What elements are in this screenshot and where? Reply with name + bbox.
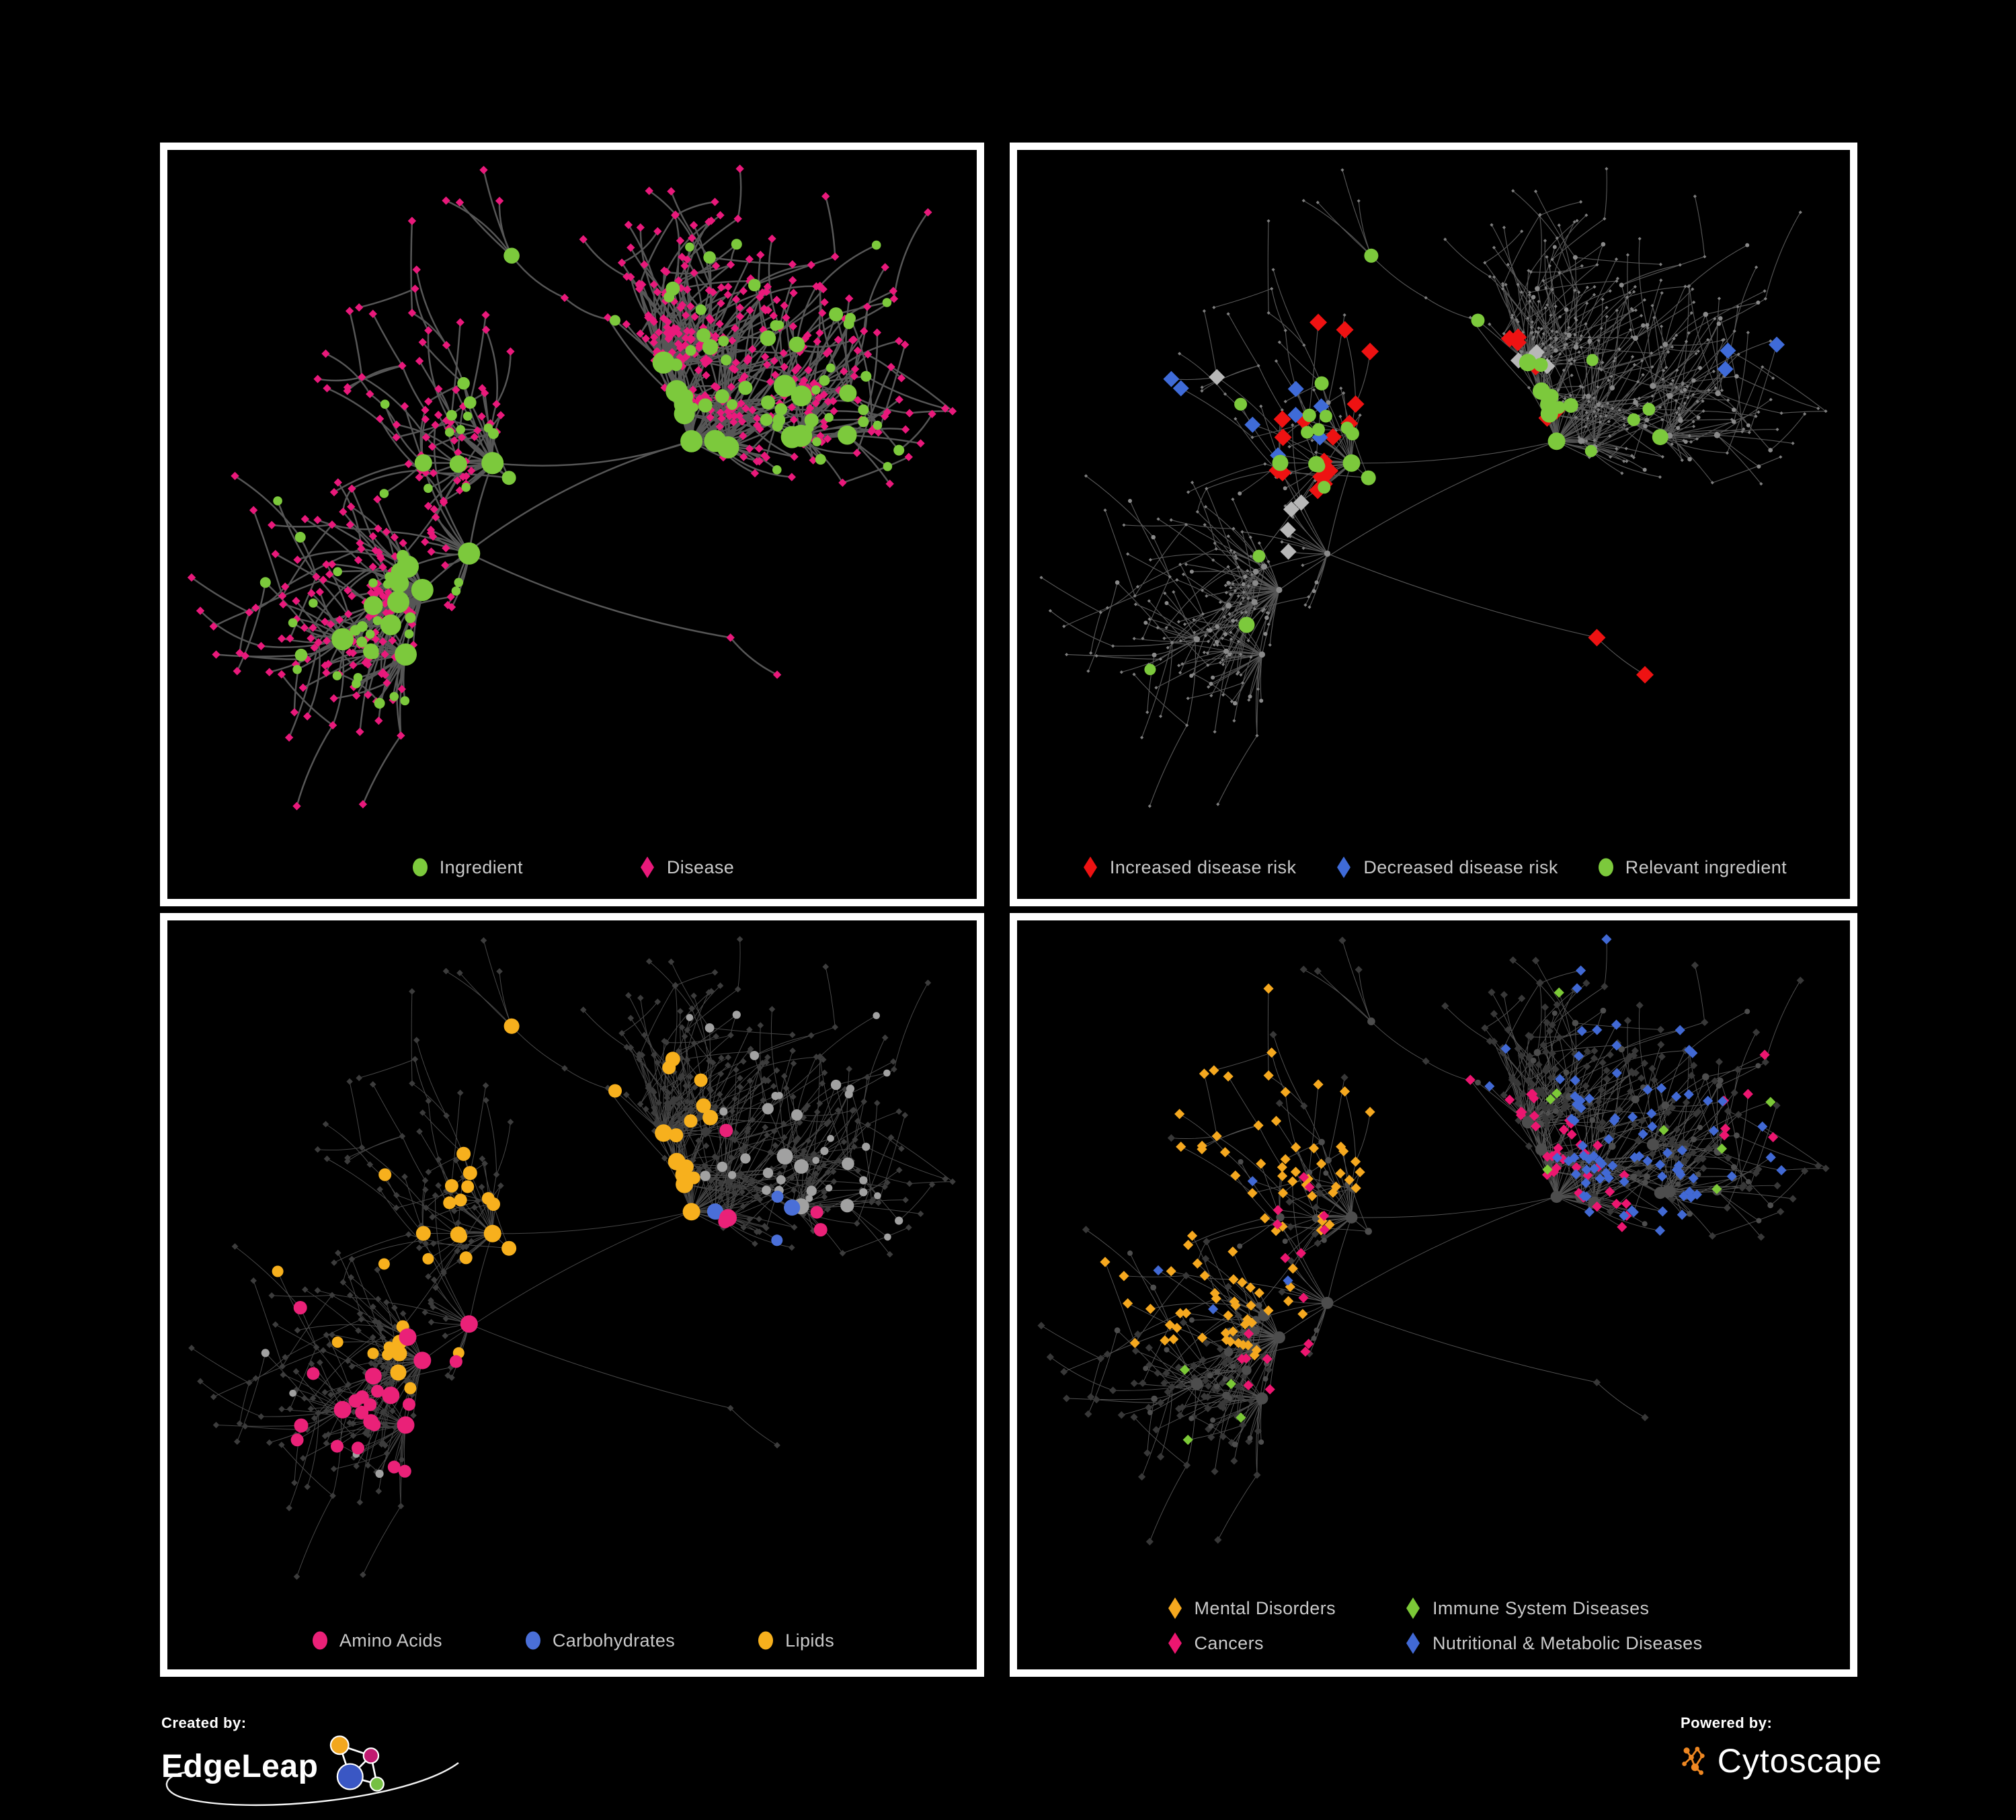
network-disease-category	[1037, 934, 1830, 1546]
legend-label: Disease	[666, 857, 735, 877]
legend-label: Relevant ingredient	[1625, 857, 1787, 877]
legend-label: Ingredient	[439, 857, 523, 877]
powered-by-label: Powered by:	[1681, 1714, 1773, 1731]
legend-item: Carbohydrates	[523, 1629, 675, 1652]
network-nutrient-class	[188, 936, 956, 1580]
legend-marker-diamond-icon	[1168, 1632, 1182, 1654]
panel-nutrient-class: Amino Acids Carbohydrates Lipids	[160, 913, 984, 1677]
legend-marker-diamond-icon	[640, 857, 654, 878]
legend-item: Increased disease risk	[1080, 856, 1296, 879]
legend-marker-circle-icon	[412, 858, 428, 877]
network-disease-risk	[1039, 167, 1828, 808]
legend-label: Immune System Diseases	[1433, 1597, 1650, 1618]
legend-marker-circle-icon	[1598, 858, 1613, 877]
legend-item: Mental Disorders	[1165, 1597, 1336, 1620]
cytoscape-credit: Powered by:	[1681, 1714, 1882, 1815]
legend-label: Nutritional & Metabolic Diseases	[1433, 1632, 1703, 1653]
legend-item: Amino Acids	[310, 1629, 442, 1652]
legend-marker-diamond-icon	[1168, 1597, 1182, 1619]
legend-marker-diamond-icon	[1337, 857, 1351, 878]
panel-disease-risk: Increased disease risk Decreased disease …	[1010, 143, 1857, 906]
legend-label: Cancers	[1194, 1632, 1264, 1653]
legend-label: Mental Disorders	[1194, 1597, 1336, 1618]
edgeleap-credit: Created by: EdgeLeap	[161, 1714, 538, 1815]
edgeleap-wordmark: EdgeLeap	[161, 1749, 319, 1784]
legend-item: Cancers	[1165, 1632, 1264, 1655]
legend-marker-circle-icon	[758, 1631, 774, 1650]
legend-item: Decreased disease risk	[1334, 856, 1558, 879]
panel-ingredient-disease: Ingredient Disease	[160, 143, 984, 906]
legend-item: Relevant ingredient	[1596, 856, 1787, 879]
legend-nutrient-class: Amino Acids Carbohydrates Lipids	[167, 1629, 977, 1652]
legend-marker-circle-icon	[312, 1631, 327, 1650]
panel-disease-category: Mental Disorders Immune System Diseases Ca…	[1010, 913, 1857, 1677]
created-by-label: Created by:	[161, 1714, 247, 1731]
network-ingredient-disease	[187, 164, 957, 811]
legend-marker-diamond-icon	[1406, 1597, 1420, 1619]
legend-item: Ingredient	[410, 856, 523, 879]
legend-disease-risk: Increased disease risk Decreased disease …	[1017, 856, 1850, 879]
legend-marker-circle-icon	[525, 1631, 540, 1650]
legend-ingredient-disease: Ingredient Disease	[167, 856, 977, 879]
legend-disease-category: Mental Disorders Immune System Diseases Ca…	[1017, 1597, 1850, 1655]
legend-marker-diamond-icon	[1406, 1632, 1420, 1654]
legend-label: Increased disease risk	[1109, 857, 1297, 877]
legend-marker-diamond-icon	[1083, 857, 1097, 878]
cytoscape-wordmark: Cytoscape	[1717, 1742, 1882, 1780]
legend-label: Amino Acids	[339, 1630, 442, 1651]
legend-label: Lipids	[785, 1630, 835, 1651]
legend-item: Lipids	[756, 1629, 834, 1652]
legend-item: Immune System Diseases	[1403, 1597, 1649, 1620]
legend-label: Carbohydrates	[552, 1630, 676, 1651]
edgeleap-logo-icon	[330, 1735, 385, 1792]
legend-label: Decreased disease risk	[1363, 857, 1558, 877]
legend-item: Disease	[637, 856, 734, 879]
legend-item: Nutritional & Metabolic Diseases	[1403, 1632, 1702, 1655]
cytoscape-logo-icon	[1682, 1747, 1705, 1775]
